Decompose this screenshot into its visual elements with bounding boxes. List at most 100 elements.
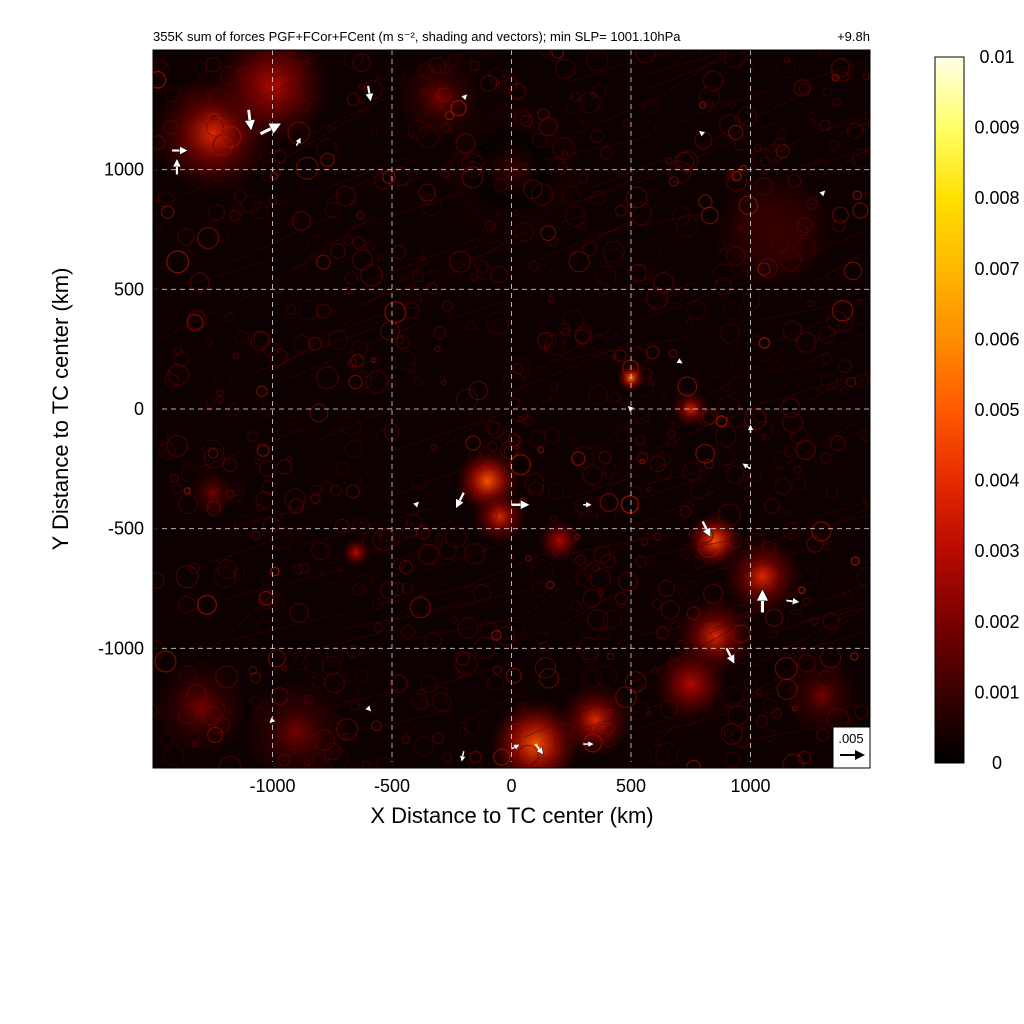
texture-ring — [159, 134, 174, 150]
texture-ring — [740, 316, 762, 339]
texture-streak — [288, 97, 388, 145]
texture-streak — [797, 607, 870, 624]
texture-ring — [366, 274, 386, 294]
texture-ring — [502, 370, 525, 393]
texture-ring — [574, 554, 586, 566]
texture-ring — [163, 85, 181, 103]
texture-ring — [426, 407, 434, 415]
texture-ring — [232, 636, 255, 658]
texture-streak — [433, 589, 530, 611]
texture-ring — [269, 171, 278, 180]
texture-ring — [712, 263, 735, 286]
texture-ring — [455, 651, 471, 666]
texture-ring — [413, 736, 434, 757]
texture-ring — [364, 240, 376, 252]
texture-ring — [255, 504, 264, 512]
texture-ring — [169, 473, 179, 484]
texture-streak — [869, 605, 870, 607]
force-vector — [249, 109, 251, 127]
texture-ring — [736, 106, 758, 127]
texture-streak — [282, 720, 351, 762]
texture-ring — [490, 619, 500, 628]
texture-ring — [478, 236, 484, 243]
texture-streak — [307, 684, 415, 714]
texture-ring — [669, 619, 680, 631]
texture-ring — [341, 415, 362, 436]
texture-ring — [578, 173, 589, 184]
texture-streak — [806, 514, 870, 531]
texture-ring — [731, 171, 742, 182]
texture-ring — [356, 573, 373, 591]
texture-ring — [206, 398, 216, 408]
texture-ring — [379, 580, 399, 600]
texture-ring — [698, 194, 713, 209]
texture-ring — [351, 236, 365, 250]
texture-ring — [667, 429, 676, 438]
texture-ring — [831, 206, 849, 224]
texture-ring — [275, 735, 297, 757]
texture-ring — [350, 701, 360, 711]
texture-streak — [632, 280, 702, 304]
texture-ring — [487, 422, 505, 439]
texture-ring — [705, 376, 722, 393]
texture-ring — [720, 723, 743, 745]
texture-ring — [660, 600, 681, 620]
texture-streak — [422, 542, 507, 573]
texture-ring — [343, 732, 349, 739]
texture-ring — [670, 618, 693, 641]
texture-streak — [804, 248, 870, 290]
colorbar: 0.01 0.009 0.008 0.007 0.006 0.005 0.004 0.003 0… — [934, 47, 1020, 773]
texture-ring — [649, 744, 670, 765]
texture-ring — [567, 366, 586, 385]
texture-ring — [366, 148, 373, 154]
texture-streak — [680, 523, 817, 576]
texture-ring — [758, 337, 771, 349]
texture-ring — [179, 665, 197, 683]
texture-ring — [797, 654, 817, 673]
texture-ring — [328, 330, 348, 350]
texture-ring — [668, 160, 692, 184]
texture-ring — [376, 73, 383, 80]
texture-ring — [762, 698, 778, 714]
texture-ring — [180, 464, 200, 483]
texture-ring — [475, 259, 489, 274]
texture-ring — [487, 441, 498, 452]
texture-ring — [795, 331, 817, 353]
texture-streak — [772, 599, 870, 635]
texture-ring — [588, 384, 609, 405]
texture-ring — [540, 50, 552, 57]
texture-ring — [789, 699, 800, 710]
texture-ring — [771, 708, 783, 720]
texture-ring — [361, 530, 381, 550]
texture-streak — [561, 533, 674, 556]
texture-ring — [677, 376, 698, 397]
texture-streak — [610, 487, 723, 538]
texture-ring — [667, 657, 682, 672]
texture-ring — [610, 392, 621, 403]
texture-streak — [308, 288, 405, 320]
texture-ring — [439, 98, 454, 113]
texture-ring — [808, 159, 828, 179]
texture-ring — [202, 706, 222, 726]
texture-ring — [196, 594, 218, 616]
texture-ring — [288, 64, 302, 78]
texture-ring — [725, 465, 745, 485]
texture-ring — [398, 560, 414, 575]
texture-ring — [469, 60, 480, 72]
texture-ring — [286, 456, 292, 462]
force-vector — [786, 600, 797, 601]
texture-ring — [207, 448, 219, 459]
texture-ring — [646, 710, 653, 717]
texture-ring — [725, 169, 732, 177]
texture-ring — [802, 567, 819, 584]
texture-streak — [403, 417, 491, 471]
texture-ring — [298, 299, 319, 321]
texture-ring — [486, 509, 498, 522]
texture-streak — [774, 110, 870, 152]
texture-ring — [686, 759, 701, 768]
texture-ring — [543, 343, 550, 349]
force-vector — [271, 720, 273, 722]
texture-ring — [288, 217, 302, 231]
texture-ring — [651, 556, 658, 563]
texture-ring — [600, 553, 616, 569]
